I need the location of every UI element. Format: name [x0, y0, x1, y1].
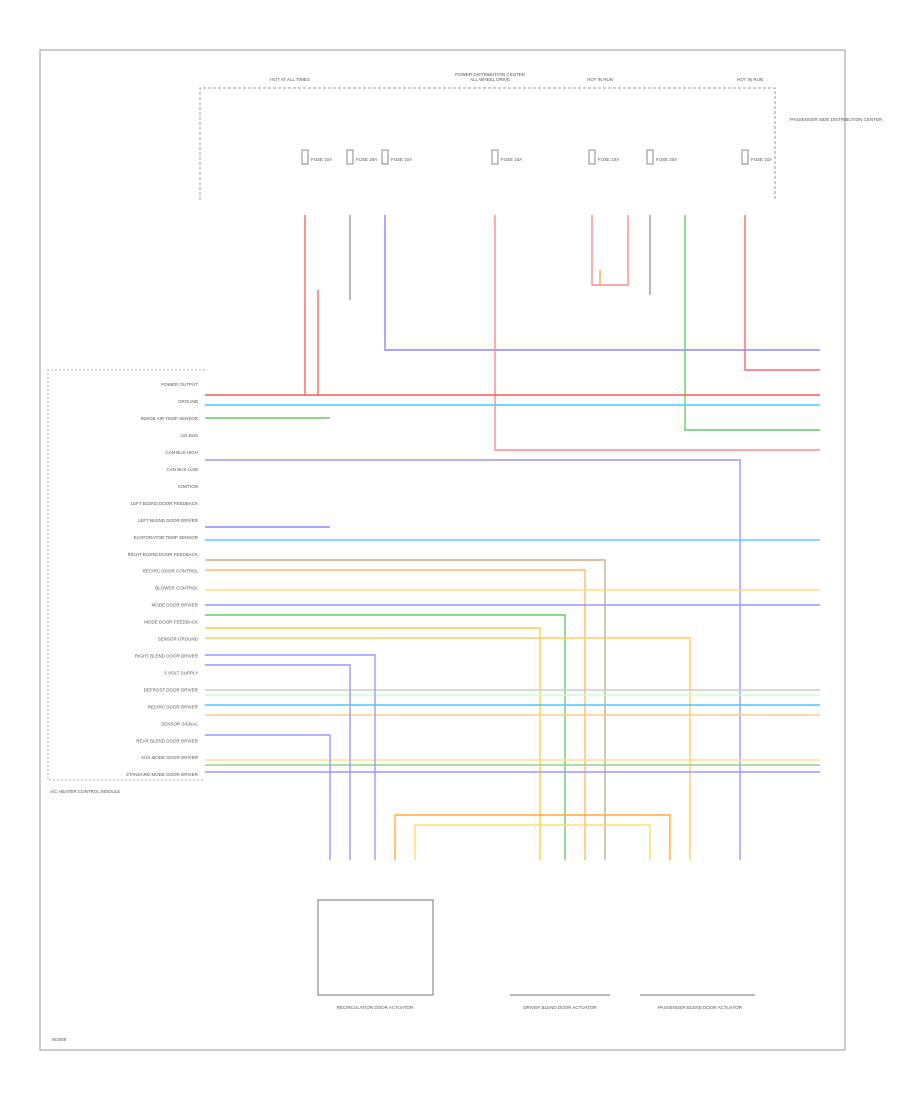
component-box — [317, 899, 434, 996]
pin-label: RECIRC DOOR DRIVER — [148, 704, 199, 709]
pin-label: RECIRC DOOR CONTROL — [143, 569, 199, 574]
fuse-label: FUSE 20A — [356, 157, 377, 162]
pin-label: REAR BLEND DOOR DRIVER — [136, 738, 199, 743]
feed-bus — [199, 87, 776, 200]
side-note: PASSENGER SIDE DISTRIBUTION CENTER — [790, 117, 883, 122]
pin-label: CAN BUS HIGH — [165, 450, 198, 455]
fuse-label: FUSE 15A — [501, 157, 522, 162]
fuse-label: FUSE 10A — [391, 157, 412, 162]
pin-label: MODE DOOR DRIVER — [151, 603, 198, 608]
pin-label: STANDARD MODE DOOR DRIVER — [126, 772, 199, 777]
pin-label: BLOWER CONTROL — [155, 586, 198, 591]
connector-note: POWER DISTRIBUTION CENTER — [455, 72, 526, 77]
fuse — [346, 149, 354, 165]
fuse — [381, 149, 389, 165]
component-label: PASSENGER BLEND DOOR ACTUATOR — [658, 1005, 743, 1010]
pin-label: GROUND — [178, 399, 199, 404]
pin-label: MODE DOOR FEEDBACK — [144, 620, 198, 625]
module-title: A/C HEATER CONTROL MODULE — [50, 789, 120, 794]
feed-label: HOT AT ALL TIMES — [270, 77, 310, 82]
fuse — [301, 149, 309, 165]
fuse — [646, 149, 654, 165]
pin-label: SENSOR GROUND — [158, 637, 199, 642]
feed-label: ALL WHEEL DRIVE — [470, 77, 510, 82]
pin-label: INSIDE AIR TEMP SENSOR — [141, 416, 199, 421]
wires — [205, 215, 820, 860]
module-outline — [47, 369, 205, 781]
pin-label: CAN BUS LOW — [166, 467, 198, 472]
pin-label: IGNITION — [178, 484, 198, 489]
component-label: DRIVER BLEND DOOR ACTUATOR — [523, 1005, 597, 1010]
pin-label: LEFT BLEND DOOR FEEDBACK — [131, 501, 198, 506]
pin-label: LIN BUS — [180, 433, 198, 438]
fuse — [491, 149, 499, 165]
pin-label: EVAPORATOR TEMP SENSOR — [134, 535, 199, 540]
feed-label: HOT IN RUN — [587, 77, 613, 82]
pin-label: 5 VOLT SUPPLY — [164, 670, 198, 675]
pin-label: DEFROST DOOR DRIVER — [144, 687, 199, 692]
fuse — [741, 149, 749, 165]
pin-label: RIGHT BLEND DOOR FEEDBACK — [128, 552, 198, 557]
frame — [39, 49, 846, 1051]
pin-label: LEFT BLEND DOOR DRIVER — [138, 518, 199, 523]
fuse-label: FUSE 10A — [598, 157, 619, 162]
footer: W2068 — [52, 1037, 67, 1042]
pin-label: POWER OUTPUT — [161, 382, 198, 387]
fuse — [588, 149, 596, 165]
feed-label: HOT IN RUN — [737, 77, 763, 82]
component-label: RECIRCULATION DOOR ACTUATOR — [337, 1005, 414, 1010]
fuse-label: FUSE 10A — [751, 157, 772, 162]
pin-label: AUX MODE DOOR DRIVER — [141, 755, 199, 760]
fuse-label: FUSE 10A — [311, 157, 332, 162]
fuse-label: FUSE 20A — [656, 157, 677, 162]
pin-label: SENSOR SIGNAL — [161, 721, 198, 726]
pin-label: RIGHT BLEND DOOR DRIVER — [135, 653, 199, 658]
